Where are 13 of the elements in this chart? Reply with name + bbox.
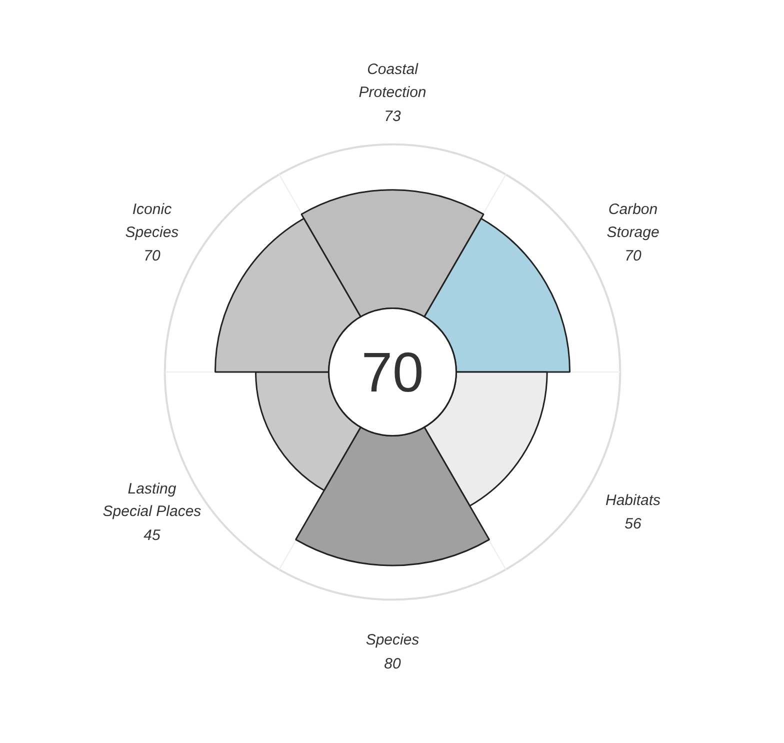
data-label: 80 xyxy=(384,655,402,672)
data-label: 70 xyxy=(624,248,642,265)
data-label: 56 xyxy=(624,516,642,533)
category-label: Coastal Protection xyxy=(358,61,426,102)
data-label: 73 xyxy=(384,108,402,125)
category-label: Iconic Species xyxy=(125,200,180,241)
category-label: Species xyxy=(366,632,420,649)
category-label: Lasting Special Places xyxy=(102,480,202,520)
text: 70 xyxy=(361,340,424,404)
category-label: Habitats xyxy=(606,492,662,509)
data-label: 70 xyxy=(144,248,161,265)
category-label: Carbon Storage xyxy=(606,200,660,241)
data-label: 45 xyxy=(144,527,161,544)
